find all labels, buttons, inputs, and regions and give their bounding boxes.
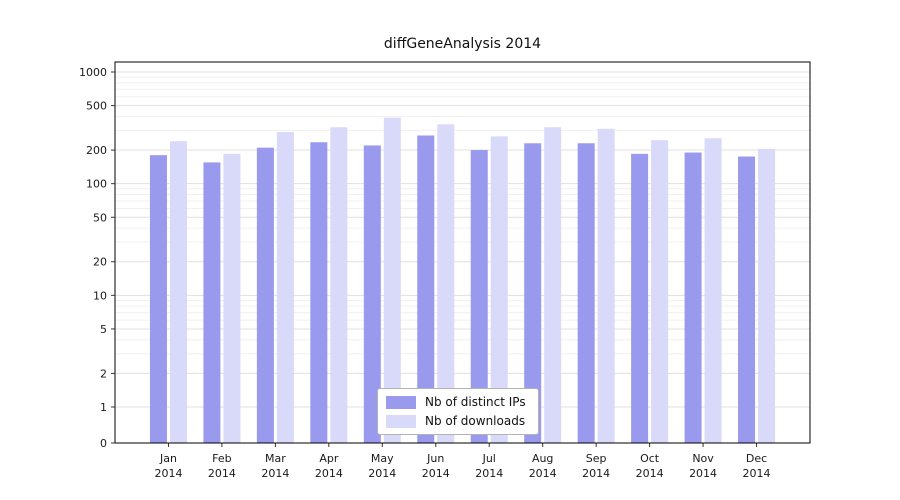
legend-label-downloads: Nb of downloads [425, 414, 526, 428]
legend-label-distinct-ips: Nb of distinct IPs [425, 395, 526, 409]
x-tick-label-month: Aug [532, 452, 553, 465]
x-tick-label-month: May [371, 452, 394, 465]
bar-downloads-jan [169, 141, 187, 443]
bar-distinct-ips-nov [684, 152, 702, 443]
x-tick-label-month: Jun [426, 452, 444, 465]
y-tick-label: 5 [100, 323, 107, 336]
y-tick-label: 50 [93, 211, 107, 224]
bar-downloads-feb [223, 153, 241, 443]
bar-distinct-ips-mar [256, 147, 274, 443]
x-tick-label-year: 2014 [154, 467, 182, 480]
x-tick-label-month: Apr [319, 452, 339, 465]
chart-title: diffGeneAnalysis 2014 [383, 36, 542, 52]
x-tick-label-year: 2014 [529, 467, 557, 480]
x-tick-label-year: 2014 [582, 467, 610, 480]
x-tick-label-month: Jan [159, 452, 177, 465]
x-tick-label-year: 2014 [689, 467, 717, 480]
bar-distinct-ips-may [363, 145, 381, 443]
x-tick-label-month: Oct [640, 452, 660, 465]
bar-distinct-ips-sep [577, 143, 595, 443]
x-tick-label-month: Mar [265, 452, 286, 465]
bar-distinct-ips-jan [149, 155, 167, 443]
x-tick-label-month: Jul [482, 452, 496, 465]
x-tick-label-year: 2014 [475, 467, 503, 480]
x-tick-label-year: 2014 [636, 467, 664, 480]
bar-downloads-may [383, 117, 401, 443]
bar-distinct-ips-aug [524, 143, 542, 443]
bar-downloads-dec [758, 148, 776, 443]
plot-frame [114, 61, 811, 444]
y-tick-label: 1000 [79, 66, 107, 79]
y-tick-label: 500 [86, 100, 107, 113]
x-tick-label-year: 2014 [368, 467, 396, 480]
x-tick-label-month: Nov [692, 452, 714, 465]
bar-distinct-ips-dec [738, 156, 756, 444]
x-tick-label-year: 2014 [422, 467, 450, 480]
legend-item-downloads: Nb of downloads [386, 414, 526, 428]
bar-downloads-oct [651, 140, 669, 444]
y-tick-label: 0 [100, 437, 107, 450]
legend-swatch-downloads [386, 414, 416, 428]
legend: Nb of distinct IPs Nb of downloads [377, 388, 539, 435]
bar-downloads-nov [704, 138, 722, 443]
y-tick-label: 10 [93, 289, 107, 302]
x-tick-label-year: 2014 [743, 467, 771, 480]
bar-downloads-mar [276, 132, 294, 443]
bar-distinct-ips-oct [631, 153, 649, 443]
x-tick-label-month: Sep [586, 452, 607, 465]
legend-swatch-distinct-ips [386, 395, 416, 409]
bar-downloads-apr [330, 127, 348, 444]
y-tick-label: 200 [86, 144, 107, 157]
bar-distinct-ips-apr [310, 142, 328, 443]
y-tick-label: 20 [93, 256, 107, 269]
bar-distinct-ips-feb [203, 162, 221, 443]
y-tick-label: 1 [100, 401, 107, 414]
y-tick-label: 100 [86, 178, 107, 191]
bar-downloads-jul [490, 136, 508, 443]
x-tick-label-year: 2014 [208, 467, 236, 480]
bar-downloads-jun [437, 124, 455, 444]
x-tick-label-month: Feb [212, 452, 231, 465]
y-tick-label: 2 [100, 367, 107, 380]
x-tick-label-year: 2014 [261, 467, 289, 480]
bar-distinct-ips-jun [417, 135, 435, 443]
x-tick-label-month: Dec [746, 452, 767, 465]
bar-distinct-ips-jul [470, 150, 488, 444]
x-tick-label-year: 2014 [315, 467, 343, 480]
bar-downloads-aug [544, 127, 562, 444]
bar-downloads-sep [597, 128, 615, 443]
legend-item-distinct-ips: Nb of distinct IPs [386, 395, 526, 409]
